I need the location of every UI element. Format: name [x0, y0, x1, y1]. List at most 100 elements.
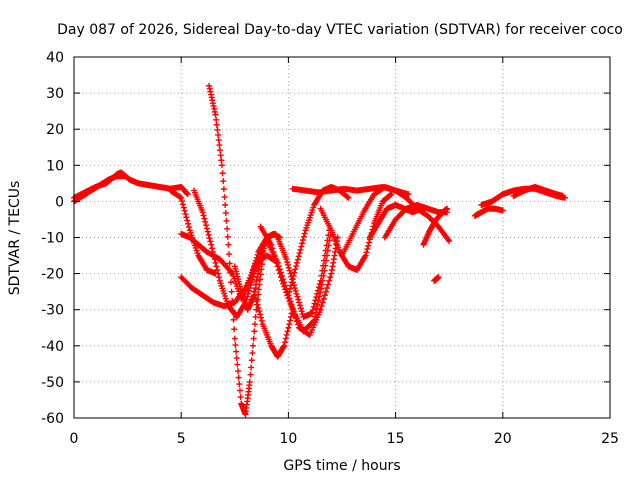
data-point: [276, 270, 283, 277]
x-tick-label: 10: [279, 431, 297, 447]
y-tick-label: -50: [41, 375, 64, 391]
data-point: [321, 267, 328, 274]
data-point: [315, 297, 322, 304]
data-point: [310, 303, 317, 310]
data-point: [287, 282, 294, 289]
data-point: [218, 162, 225, 169]
data-point: [202, 218, 209, 225]
data-point: [308, 310, 315, 317]
data-point: [312, 309, 319, 316]
data-point: [270, 248, 277, 255]
x-tick-label: 25: [601, 431, 619, 447]
data-point: [311, 313, 318, 320]
y-tick-label: -20: [41, 267, 64, 283]
x-tick-label: 20: [494, 431, 512, 447]
data-point: [289, 276, 296, 283]
data-point: [446, 238, 453, 245]
data-point: [252, 313, 259, 320]
data-point: [299, 237, 306, 244]
data-point: [229, 307, 236, 314]
y-tick-label: 20: [46, 122, 64, 138]
data-point: [316, 293, 323, 300]
data-point: [222, 202, 229, 209]
y-tick-label: 40: [46, 50, 64, 66]
series-arc-11: [274, 227, 333, 320]
series-arc-19: [420, 205, 451, 248]
data-point: [280, 280, 287, 287]
data-point: [291, 285, 298, 292]
data-point: [251, 321, 258, 328]
data-point: [322, 288, 329, 295]
data-point: [314, 301, 321, 308]
data-point: [227, 269, 234, 276]
data-point: [217, 147, 224, 154]
data-point: [177, 194, 184, 201]
data-point: [293, 259, 300, 266]
data-point: [180, 204, 187, 211]
data-point: [229, 298, 236, 305]
data-point: [182, 211, 189, 218]
data-point: [320, 295, 327, 302]
data-point: [326, 237, 333, 244]
series-arc-12: [257, 223, 335, 335]
data-point: [296, 250, 303, 257]
data-point: [284, 259, 291, 266]
data-point: [185, 220, 192, 227]
data-point: [310, 318, 317, 325]
data-point: [365, 242, 372, 249]
data-point: [286, 267, 293, 274]
data-point: [323, 285, 330, 292]
data-point: [388, 191, 395, 198]
data-point: [257, 311, 264, 318]
data-point: [178, 194, 185, 201]
data-point: [226, 251, 233, 258]
data-point: [228, 288, 235, 295]
data-point: [284, 261, 291, 268]
series-arc-23: [510, 183, 566, 199]
data-point: [319, 277, 326, 284]
data-point: [325, 242, 332, 249]
data-point: [233, 348, 240, 355]
data-point: [179, 198, 186, 205]
data-point: [287, 313, 294, 320]
data-point: [231, 335, 238, 342]
data-point: [248, 357, 255, 364]
data-point: [236, 381, 243, 388]
y-tick-label: 10: [46, 158, 64, 174]
data-point: [321, 292, 328, 299]
data-point: [215, 270, 222, 277]
data-point: [435, 274, 442, 281]
data-point: [226, 260, 233, 267]
x-tick-label: 0: [70, 431, 79, 447]
data-point: [201, 215, 208, 222]
data-point: [231, 326, 238, 333]
data-point: [215, 131, 222, 138]
data-point: [221, 194, 228, 201]
data-point: [216, 142, 223, 149]
data-point: [250, 335, 257, 342]
data-point: [293, 290, 300, 297]
data-point: [213, 263, 220, 270]
data-point: [283, 256, 290, 263]
data-point: [281, 339, 288, 346]
data-point: [220, 178, 227, 185]
x-axis-label: GPS time / hours: [283, 458, 400, 474]
data-point: [222, 209, 229, 216]
data-point: [235, 374, 242, 381]
data-point: [247, 371, 254, 378]
data-point: [298, 308, 305, 315]
data-point: [213, 116, 220, 123]
data-point: [234, 361, 241, 368]
data-point: [322, 262, 329, 269]
data-point: [499, 207, 506, 214]
data-point: [311, 300, 318, 307]
data-point: [288, 279, 295, 286]
data-point: [250, 342, 257, 349]
data-point: [219, 170, 226, 177]
data-point: [344, 194, 351, 201]
data-point: [227, 279, 234, 286]
x-tick-label: 5: [177, 431, 186, 447]
data-point: [366, 239, 373, 246]
data-point: [292, 266, 299, 273]
data-point: [318, 281, 325, 288]
